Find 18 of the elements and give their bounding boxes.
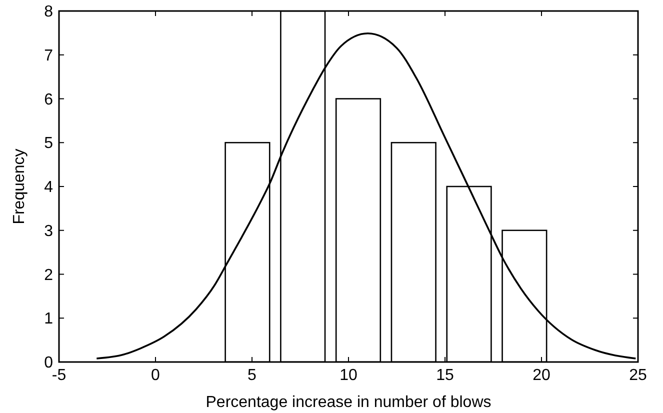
y-tick-label: 5 (44, 135, 54, 152)
y-tick-label: 3 (44, 222, 54, 240)
y-tick-label: 6 (44, 91, 54, 108)
x-tick-label: 5 (248, 367, 257, 384)
x-tick-label: 25 (629, 367, 647, 384)
x-tick-label: 0 (151, 367, 160, 384)
y-tick-label: 0 (44, 354, 54, 372)
x-tick-label: 20 (532, 367, 550, 384)
y-tick-label: 4 (44, 179, 54, 196)
x-tick-label: 15 (436, 367, 454, 384)
y-tick-label: 8 (44, 4, 54, 21)
y-tick-label: 1 (44, 310, 54, 328)
y-tick-label: 7 (44, 47, 54, 64)
y-axis-title: Frequency (11, 148, 28, 224)
x-axis-title: Percentage increase in number of blows (206, 394, 492, 411)
y-tick-label: 2 (44, 266, 54, 284)
x-tick-label: 10 (340, 367, 358, 384)
x-tick-label: -5 (52, 367, 66, 384)
